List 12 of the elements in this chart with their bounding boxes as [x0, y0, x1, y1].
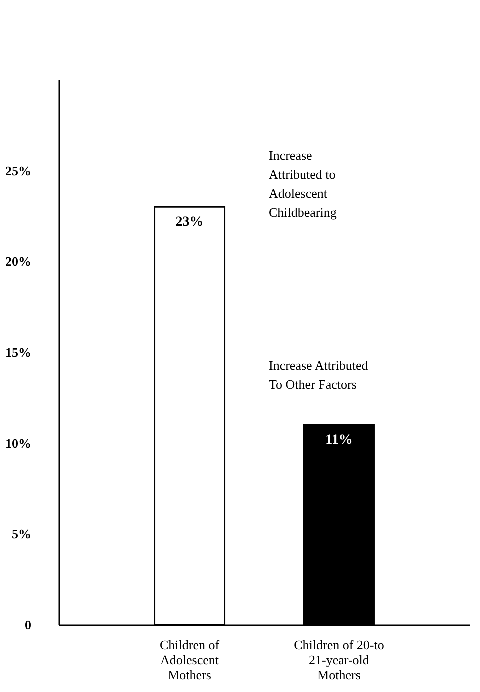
y-tick-label: 25% — [6, 163, 32, 178]
y-tick-label: 10% — [6, 436, 32, 451]
annotation: Increase Attributed to Adolescent Childbearing — [269, 148, 338, 220]
data-label: 23% — [176, 215, 204, 230]
data-label: 11% — [326, 433, 353, 448]
annotation: Increase Attributed To Other Factors — [269, 358, 369, 392]
y-tick-label: 15% — [6, 345, 32, 360]
x-tick-label: Children of Adolescent Mothers — [160, 638, 220, 682]
y-tick-label: 20% — [6, 254, 32, 270]
y-tick-label: 5% — [12, 526, 32, 542]
x-tick-label: Children of 20-to 21-year-old Mothers — [294, 638, 384, 682]
y-tick-label: 0 — [25, 618, 32, 632]
